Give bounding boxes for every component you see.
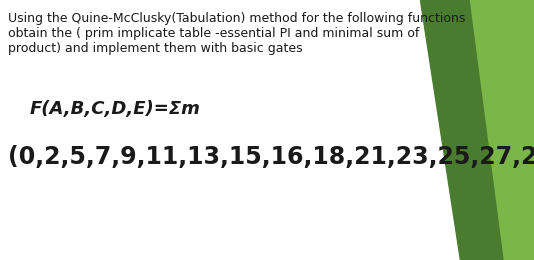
Polygon shape bbox=[470, 0, 534, 260]
Text: product) and implement them with basic gates: product) and implement them with basic g… bbox=[8, 42, 303, 55]
Text: (0,2,5,7,9,11,13,15,16,18,21,23,25,27,29,31): (0,2,5,7,9,11,13,15,16,18,21,23,25,27,29… bbox=[8, 145, 534, 169]
Text: Using the Quine-McClusky(Tabulation) method for the following functions: Using the Quine-McClusky(Tabulation) met… bbox=[8, 12, 465, 25]
Text: F(A,B,C,D,E)=Σm: F(A,B,C,D,E)=Σm bbox=[30, 100, 201, 118]
Polygon shape bbox=[420, 0, 534, 260]
Text: obtain the ( prim implicate table -essential PI and minimal sum of: obtain the ( prim implicate table -essen… bbox=[8, 27, 419, 40]
